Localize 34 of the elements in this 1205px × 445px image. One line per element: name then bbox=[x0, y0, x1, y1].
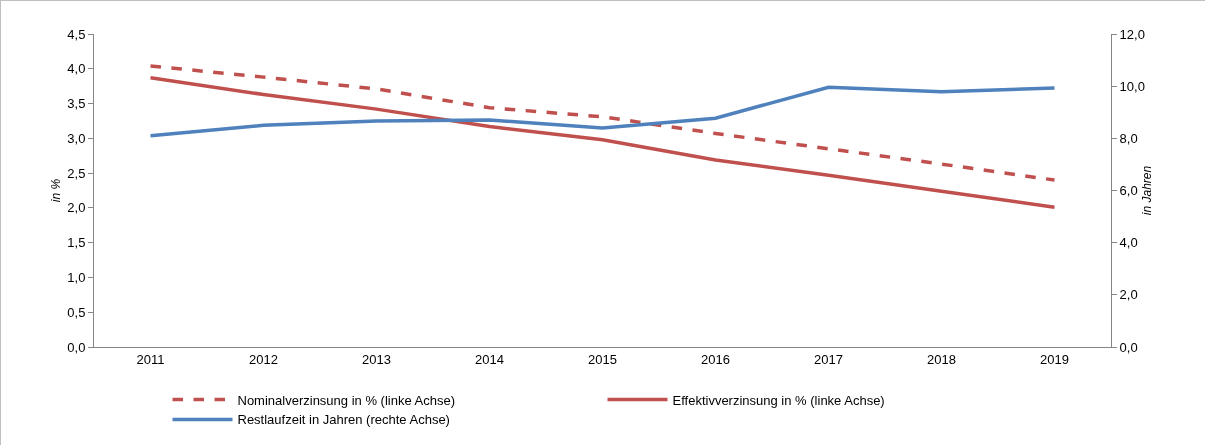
y2-tick-label: 8,0 bbox=[1119, 130, 1138, 146]
y-tick-label: 3,5 bbox=[67, 96, 86, 112]
y-tick-label: 1,5 bbox=[67, 235, 86, 251]
y2-tick-label: 10,0 bbox=[1119, 78, 1145, 94]
y2-tick-label: 4,0 bbox=[1119, 235, 1138, 251]
x-tick-label: 2013 bbox=[362, 351, 391, 367]
x-tick-label: 2019 bbox=[1040, 351, 1069, 367]
legend-label: Restlaufzeit in Jahren (rechte Achse) bbox=[237, 412, 450, 428]
y-tick-label: 0,5 bbox=[67, 304, 86, 320]
y-axis-title: in % bbox=[49, 178, 63, 203]
y-tick-label: 2,0 bbox=[67, 200, 86, 216]
x-tick-label: 2012 bbox=[249, 351, 278, 367]
line-series bbox=[148, 76, 1057, 209]
x-tick-label: 2011 bbox=[136, 351, 165, 367]
x-tick-label: 2014 bbox=[475, 351, 504, 367]
y2-tick-label: 12,0 bbox=[1119, 26, 1145, 42]
x-tick-label: 2018 bbox=[927, 351, 956, 367]
y2-tick-label: 6,0 bbox=[1119, 183, 1138, 199]
y-tick-label: 0,0 bbox=[67, 339, 86, 355]
y-tick-label: 3,0 bbox=[67, 130, 86, 146]
line-series bbox=[148, 64, 1057, 182]
y2-tick-label: 0,0 bbox=[1119, 339, 1138, 355]
x-tick-label: 2016 bbox=[701, 351, 730, 367]
legend-label: Nominalverzinsung in % (linke Achse) bbox=[237, 392, 455, 408]
y2-axis-title: in Jahren bbox=[1140, 165, 1154, 216]
line-series bbox=[148, 85, 1057, 138]
x-tick-label: 2015 bbox=[588, 351, 617, 367]
y2-tick-label: 2,0 bbox=[1119, 287, 1138, 303]
x-tick-label: 2017 bbox=[814, 351, 843, 367]
legend-label: Effektivverzinsung in % (linke Achse) bbox=[672, 392, 885, 408]
y-tick-label: 1,0 bbox=[67, 269, 86, 285]
y-tick-label: 4,5 bbox=[67, 26, 86, 42]
y-tick-label: 4,0 bbox=[67, 61, 86, 77]
y-tick-label: 2,5 bbox=[67, 165, 86, 181]
